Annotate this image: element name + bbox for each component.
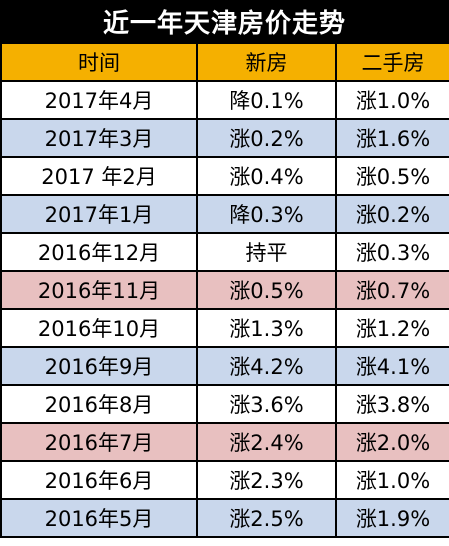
table-row: 2017 年2月 涨0.4% 涨0.5% xyxy=(0,156,449,196)
cell-second-hand-house: 涨1.2% xyxy=(335,308,449,348)
cell-second-hand-house: 涨0.7% xyxy=(335,270,449,310)
cell-second-hand-house: 涨4.1% xyxy=(335,346,449,386)
cell-new-house: 降0.3% xyxy=(196,194,337,234)
price-table: 时间 新房 二手房 2017年4月 降0.1% 涨1.0% 2017年3月 涨0.2% 涨… xyxy=(0,42,449,538)
cell-second-hand-house: 涨0.2% xyxy=(335,194,449,234)
table-row: 2016年6月 涨2.3% 涨1.0% xyxy=(0,460,449,500)
cell-time: 2017年3月 xyxy=(0,118,198,158)
table-row: 2016年8月 涨3.6% 涨3.8% xyxy=(0,384,449,424)
cell-time: 2017年4月 xyxy=(0,80,198,120)
cell-time: 2016年7月 xyxy=(0,422,198,462)
cell-new-house: 降0.1% xyxy=(196,80,337,120)
table-row: 2017年3月 涨0.2% 涨1.6% xyxy=(0,118,449,158)
cell-new-house: 涨0.4% xyxy=(196,156,337,196)
cell-time: 2016年9月 xyxy=(0,346,198,386)
table-title: 近一年天津房价走势 xyxy=(0,0,449,42)
cell-new-house: 涨2.4% xyxy=(196,422,337,462)
table-body: 2017年4月 降0.1% 涨1.0% 2017年3月 涨0.2% 涨1.6% 2017 年… xyxy=(0,80,449,538)
cell-second-hand-house: 涨0.3% xyxy=(335,232,449,272)
table-row: 2016年5月 涨2.5% 涨1.9% xyxy=(0,498,449,538)
header-second-hand-house: 二手房 xyxy=(335,42,449,82)
cell-new-house: 涨2.5% xyxy=(196,498,337,538)
table-row: 2016年9月 涨4.2% 涨4.1% xyxy=(0,346,449,386)
cell-second-hand-house: 涨3.8% xyxy=(335,384,449,424)
header-time: 时间 xyxy=(0,42,198,82)
cell-time: 2016年6月 xyxy=(0,460,198,500)
cell-time: 2016年12月 xyxy=(0,232,198,272)
cell-new-house: 涨2.3% xyxy=(196,460,337,500)
cell-second-hand-house: 涨1.6% xyxy=(335,118,449,158)
cell-time: 2016年10月 xyxy=(0,308,198,348)
table-row: 2016年11月 涨0.5% 涨0.7% xyxy=(0,270,449,310)
cell-second-hand-house: 涨0.5% xyxy=(335,156,449,196)
cell-time: 2016年11月 xyxy=(0,270,198,310)
cell-second-hand-house: 涨1.0% xyxy=(335,460,449,500)
cell-new-house: 持平 xyxy=(196,232,337,272)
cell-new-house: 涨3.6% xyxy=(196,384,337,424)
table-row: 2016年7月 涨2.4% 涨2.0% xyxy=(0,422,449,462)
cell-second-hand-house: 涨1.0% xyxy=(335,80,449,120)
cell-time: 2017年1月 xyxy=(0,194,198,234)
cell-new-house: 涨1.3% xyxy=(196,308,337,348)
cell-time: 2016年5月 xyxy=(0,498,198,538)
cell-second-hand-house: 涨1.9% xyxy=(335,498,449,538)
cell-new-house: 涨4.2% xyxy=(196,346,337,386)
header-new-house: 新房 xyxy=(196,42,337,82)
cell-new-house: 涨0.5% xyxy=(196,270,337,310)
cell-new-house: 涨0.2% xyxy=(196,118,337,158)
cell-time: 2016年8月 xyxy=(0,384,198,424)
table-row: 2016年10月 涨1.3% 涨1.2% xyxy=(0,308,449,348)
cell-second-hand-house: 涨2.0% xyxy=(335,422,449,462)
table-row: 2017年1月 降0.3% 涨0.2% xyxy=(0,194,449,234)
table-row: 2016年12月 持平 涨0.3% xyxy=(0,232,449,272)
cell-time: 2017 年2月 xyxy=(0,156,198,196)
header-row: 时间 新房 二手房 xyxy=(0,42,449,82)
table-row: 2017年4月 降0.1% 涨1.0% xyxy=(0,80,449,120)
